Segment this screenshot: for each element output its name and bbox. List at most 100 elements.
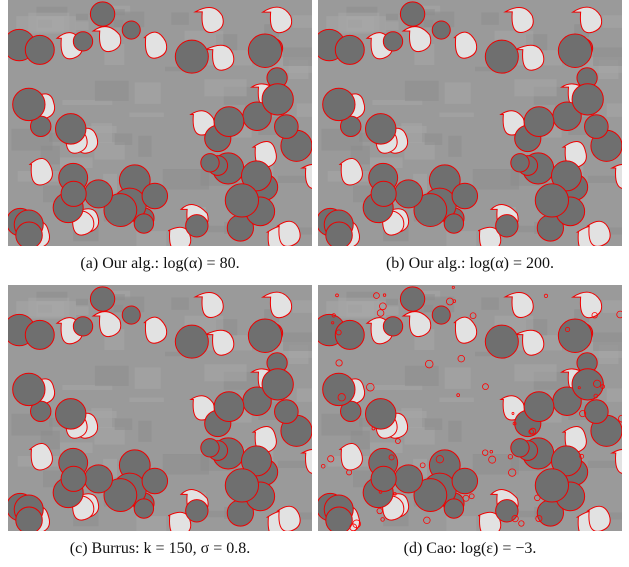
cell [585,115,609,139]
texture [76,306,89,315]
caption-text: Our alg.: log(α) = 200. [409,255,554,272]
cell [16,222,43,246]
cell [73,317,92,336]
cell [13,88,45,120]
texture [607,388,622,402]
texture [292,15,312,28]
texture [448,136,461,157]
cell [262,369,293,400]
texture [425,133,443,145]
texture [386,306,399,315]
cell [122,21,140,39]
texture [135,82,161,104]
texture [514,79,556,96]
texture [204,79,246,96]
cell [365,399,395,429]
cell [326,222,353,246]
cell [275,115,299,139]
cell [16,507,43,531]
cell [432,306,450,324]
texture [445,82,471,104]
cell [13,373,45,405]
texture [36,16,76,32]
texture [297,103,312,117]
texture [129,113,163,118]
cell [323,88,355,120]
texture [129,398,163,403]
cell [365,114,395,144]
cell [84,465,112,493]
cell [394,465,422,493]
texture [593,333,622,351]
caption: (b)Our alg.: log(α) = 200. [318,255,622,273]
bright-region [278,506,300,531]
caption-label: (c) [70,540,88,557]
cell [371,181,396,206]
cell [186,215,208,237]
texture [36,301,76,317]
segmentation-image [318,0,622,246]
cell [535,184,568,217]
cell [25,320,54,349]
texture [76,21,89,30]
cell [452,468,478,494]
cell [496,500,518,522]
segmentation-image [8,0,312,246]
texture [297,388,312,402]
cell [326,507,353,531]
cell [214,107,244,137]
texture [95,81,129,101]
cell [383,32,402,51]
cell [90,2,114,26]
cell [511,154,529,172]
cell [452,183,478,209]
caption-text: Our alg.: log(α) = 80. [102,255,239,272]
cell [134,499,153,518]
cell [485,325,518,358]
cell [394,180,422,208]
texture [405,81,439,101]
texture [481,298,498,310]
cell [323,373,355,405]
texture [607,103,622,117]
panel: (d)Cao: log(ε) = −3. [318,285,622,558]
texture [386,14,398,20]
texture [445,367,471,389]
texture [283,48,312,66]
cell [524,107,554,137]
cell [186,500,208,522]
cell [524,392,554,422]
texture [138,136,151,157]
cell [142,183,168,209]
cell [201,154,219,172]
texture [425,418,443,430]
texture [76,14,88,20]
cell [444,499,463,518]
cell [61,466,86,491]
texture [138,421,151,442]
caption: (a)Our alg.: log(α) = 80. [8,255,312,273]
cell [572,84,603,115]
cell [496,215,518,237]
figure: (a)Our alg.: log(α) = 80. (b)Our alg.: l… [0,0,629,567]
texture [346,16,386,32]
texture [514,364,556,381]
segmentation-image [318,285,622,531]
cell [225,469,258,502]
panel: (a)Our alg.: log(α) = 80. [8,0,312,273]
texture [481,13,498,25]
texture [283,333,312,351]
cell [558,34,591,67]
cell [511,439,529,457]
cell [248,319,281,352]
cell [432,21,450,39]
cell [485,40,518,73]
caption-label: (a) [80,255,98,272]
caption: (c)Burrus: k = 150, σ = 0.8. [8,540,312,558]
cell [90,287,114,311]
caption-text: Burrus: k = 150, σ = 0.8. [92,540,251,557]
caption-text: Cao: log(ε) = −3. [426,540,536,557]
bright-region [588,221,610,246]
texture [115,418,133,430]
cell [175,40,208,73]
